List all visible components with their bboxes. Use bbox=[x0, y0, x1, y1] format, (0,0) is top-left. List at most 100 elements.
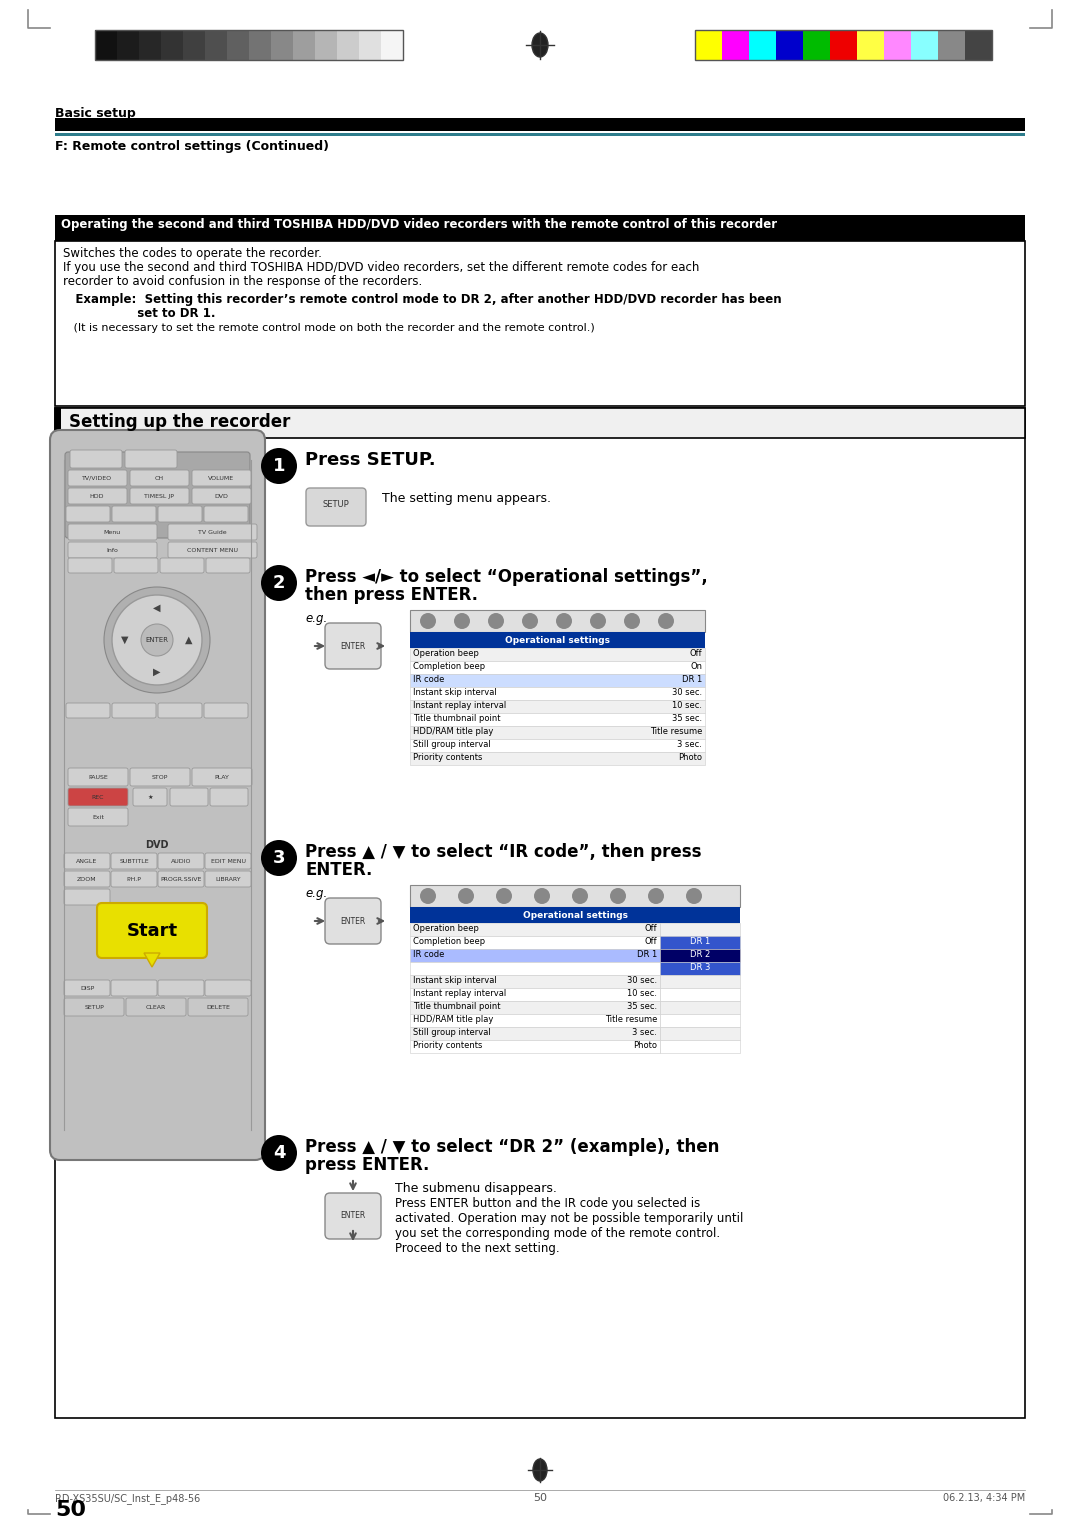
Bar bbox=[410, 923, 660, 937]
Text: The submenu disappears.: The submenu disappears. bbox=[395, 1183, 557, 1195]
Circle shape bbox=[624, 613, 640, 630]
Text: Priority contents: Priority contents bbox=[413, 1041, 483, 1050]
FancyBboxPatch shape bbox=[68, 769, 129, 785]
Bar bbox=[117, 31, 139, 60]
FancyBboxPatch shape bbox=[112, 506, 156, 523]
Text: ▲: ▲ bbox=[186, 636, 192, 645]
Bar bbox=[660, 989, 740, 1001]
Bar bbox=[55, 133, 1025, 136]
Text: Photo: Photo bbox=[678, 753, 702, 762]
Text: 3: 3 bbox=[273, 850, 285, 866]
Bar bbox=[271, 31, 293, 60]
Text: DVD: DVD bbox=[145, 840, 168, 850]
Text: activated. Operation may not be possible temporarily until: activated. Operation may not be possible… bbox=[395, 1212, 743, 1225]
FancyBboxPatch shape bbox=[64, 871, 110, 886]
Circle shape bbox=[590, 613, 606, 630]
Text: 1: 1 bbox=[273, 457, 285, 475]
Text: VOLUME: VOLUME bbox=[208, 475, 234, 480]
Text: e.g.: e.g. bbox=[305, 886, 327, 900]
FancyBboxPatch shape bbox=[205, 871, 251, 886]
FancyBboxPatch shape bbox=[158, 853, 204, 869]
Bar bbox=[95, 31, 117, 60]
Text: press ENTER.: press ENTER. bbox=[305, 1157, 430, 1174]
Text: (It is necessary to set the remote control mode on both the recorder and the rem: (It is necessary to set the remote contr… bbox=[63, 322, 595, 333]
FancyBboxPatch shape bbox=[325, 898, 381, 944]
FancyBboxPatch shape bbox=[168, 524, 257, 539]
Bar bbox=[410, 1001, 660, 1015]
Circle shape bbox=[458, 888, 474, 905]
Text: TV Guide: TV Guide bbox=[198, 530, 227, 535]
FancyBboxPatch shape bbox=[70, 451, 122, 468]
FancyBboxPatch shape bbox=[205, 853, 251, 869]
Bar bbox=[55, 215, 1025, 241]
Text: 50: 50 bbox=[55, 1500, 86, 1520]
Bar bbox=[410, 949, 660, 963]
FancyBboxPatch shape bbox=[97, 903, 207, 958]
Bar bbox=[410, 688, 705, 700]
Text: SUBTITLE: SUBTITLE bbox=[119, 859, 149, 863]
Text: DR 1: DR 1 bbox=[681, 675, 702, 685]
FancyBboxPatch shape bbox=[188, 998, 248, 1016]
Text: ENTER: ENTER bbox=[340, 642, 366, 651]
Text: CLEAR: CLEAR bbox=[146, 1004, 166, 1010]
Bar bbox=[410, 674, 705, 688]
Text: HDD: HDD bbox=[90, 494, 105, 498]
FancyBboxPatch shape bbox=[158, 506, 202, 523]
Bar bbox=[885, 31, 912, 60]
Bar bbox=[139, 31, 161, 60]
Text: DR 3: DR 3 bbox=[690, 963, 711, 972]
FancyBboxPatch shape bbox=[68, 542, 157, 558]
Text: 06.2.13, 4:34 PM: 06.2.13, 4:34 PM bbox=[943, 1493, 1025, 1504]
Circle shape bbox=[572, 888, 588, 905]
Text: Off: Off bbox=[645, 937, 657, 946]
Circle shape bbox=[522, 613, 538, 630]
FancyBboxPatch shape bbox=[192, 769, 252, 785]
Bar bbox=[315, 31, 337, 60]
Text: DVD: DVD bbox=[214, 494, 228, 498]
Circle shape bbox=[261, 840, 297, 876]
Text: ▶: ▶ bbox=[153, 668, 161, 677]
Text: Start: Start bbox=[126, 921, 177, 940]
Circle shape bbox=[141, 623, 173, 656]
Text: Operation beep: Operation beep bbox=[413, 649, 478, 659]
Text: ENTER: ENTER bbox=[340, 1212, 366, 1221]
Circle shape bbox=[610, 888, 626, 905]
Bar bbox=[410, 885, 740, 908]
Text: 4: 4 bbox=[273, 1144, 285, 1161]
FancyBboxPatch shape bbox=[50, 429, 265, 1160]
Bar bbox=[205, 31, 227, 60]
FancyBboxPatch shape bbox=[64, 889, 110, 905]
Text: DR 1: DR 1 bbox=[637, 950, 657, 960]
Bar bbox=[660, 963, 740, 975]
Circle shape bbox=[534, 888, 550, 905]
Bar bbox=[696, 31, 993, 60]
Text: Operational settings: Operational settings bbox=[523, 911, 627, 920]
Bar bbox=[95, 31, 403, 60]
Text: Title resume: Title resume bbox=[650, 727, 702, 736]
Text: SETUP: SETUP bbox=[84, 1004, 104, 1010]
Text: ZOOM: ZOOM bbox=[77, 877, 97, 882]
Text: If you use the second and third TOSHIBA HDD/DVD video recorders, set the differe: If you use the second and third TOSHIBA … bbox=[63, 261, 700, 274]
Bar bbox=[410, 610, 705, 633]
FancyBboxPatch shape bbox=[206, 558, 249, 573]
FancyBboxPatch shape bbox=[210, 788, 248, 805]
Bar bbox=[183, 31, 205, 60]
FancyBboxPatch shape bbox=[192, 487, 251, 504]
FancyBboxPatch shape bbox=[68, 788, 129, 805]
Bar bbox=[660, 949, 740, 963]
Text: IR code: IR code bbox=[413, 950, 444, 960]
FancyBboxPatch shape bbox=[111, 979, 157, 996]
Bar bbox=[55, 241, 1025, 406]
Text: Instant skip interval: Instant skip interval bbox=[413, 688, 497, 697]
Text: HDD/RAM title play: HDD/RAM title play bbox=[413, 1015, 494, 1024]
Text: ANGLE: ANGLE bbox=[77, 859, 97, 863]
Circle shape bbox=[420, 613, 436, 630]
FancyBboxPatch shape bbox=[160, 558, 204, 573]
Bar bbox=[750, 31, 777, 60]
FancyBboxPatch shape bbox=[158, 871, 204, 886]
Text: On: On bbox=[690, 662, 702, 671]
FancyBboxPatch shape bbox=[204, 703, 248, 718]
Text: IR code: IR code bbox=[413, 675, 444, 685]
Text: Press ◄/► to select “Operational settings”,: Press ◄/► to select “Operational setting… bbox=[305, 568, 707, 587]
Text: P.H.P: P.H.P bbox=[126, 877, 141, 882]
